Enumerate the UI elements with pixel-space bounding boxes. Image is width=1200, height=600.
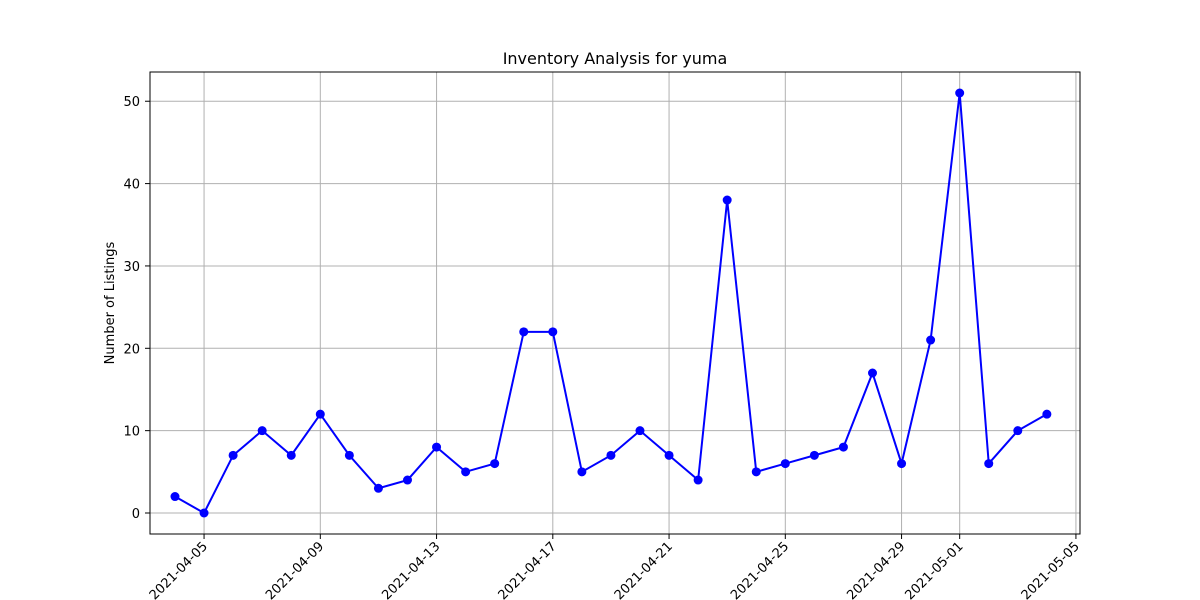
y-tick-label: 0 bbox=[132, 507, 140, 522]
data-point bbox=[1013, 426, 1023, 436]
data-point bbox=[809, 450, 819, 460]
data-point bbox=[664, 450, 674, 460]
plot-frame bbox=[149, 71, 1081, 535]
data-point bbox=[519, 327, 529, 337]
data-point bbox=[722, 195, 732, 205]
data-point bbox=[286, 450, 296, 460]
data-point bbox=[635, 426, 645, 436]
data-point bbox=[984, 459, 994, 469]
x-tick-label: 2021-05-05 bbox=[1019, 539, 1083, 600]
y-tick-label: 10 bbox=[123, 425, 140, 440]
data-point bbox=[461, 467, 471, 477]
y-tick-label: 20 bbox=[123, 342, 140, 357]
data-point bbox=[867, 368, 877, 378]
data-point bbox=[955, 88, 965, 98]
data-point bbox=[402, 475, 412, 485]
data-point bbox=[926, 335, 936, 345]
x-tick-label: 2021-04-25 bbox=[728, 539, 792, 600]
data-point bbox=[315, 409, 325, 419]
data-point bbox=[1042, 409, 1052, 419]
y-axis-label: Number of Listings bbox=[103, 241, 118, 364]
y-tick-label: 50 bbox=[123, 95, 140, 110]
grid-lines bbox=[150, 72, 1080, 534]
data-point bbox=[838, 442, 848, 452]
series-layer bbox=[170, 88, 1052, 518]
x-tick-label: 2021-05-01 bbox=[902, 539, 966, 600]
data-point bbox=[693, 475, 703, 485]
x-tick-label: 2021-04-09 bbox=[263, 539, 327, 600]
data-point bbox=[780, 459, 790, 469]
data-point bbox=[577, 467, 587, 477]
data-point bbox=[199, 508, 209, 518]
x-tick-label: 2021-04-21 bbox=[612, 539, 676, 600]
data-point bbox=[897, 459, 907, 469]
data-point bbox=[228, 450, 238, 460]
y-tick-label: 40 bbox=[123, 178, 140, 193]
x-tick-label: 2021-04-05 bbox=[147, 539, 211, 600]
data-point bbox=[373, 483, 383, 493]
data-point bbox=[257, 426, 267, 436]
y-tick-label: 30 bbox=[123, 260, 140, 275]
data-point bbox=[751, 467, 761, 477]
axes: 0 10 20 30 40 50 2021-04-05 2021-04-09 2021-04-1… bbox=[123, 71, 1083, 600]
data-point bbox=[344, 450, 354, 460]
data-point bbox=[170, 492, 180, 502]
data-point bbox=[490, 459, 500, 469]
x-tick-label: 2021-04-13 bbox=[379, 539, 443, 600]
data-point bbox=[432, 442, 442, 452]
x-tick-label: 2021-04-29 bbox=[844, 539, 908, 600]
series-line bbox=[174, 92, 1048, 515]
data-point bbox=[548, 327, 558, 337]
x-tick-label: 2021-04-17 bbox=[496, 539, 560, 600]
data-point bbox=[606, 450, 616, 460]
chart-title: Inventory Analysis for yuma bbox=[503, 49, 728, 68]
